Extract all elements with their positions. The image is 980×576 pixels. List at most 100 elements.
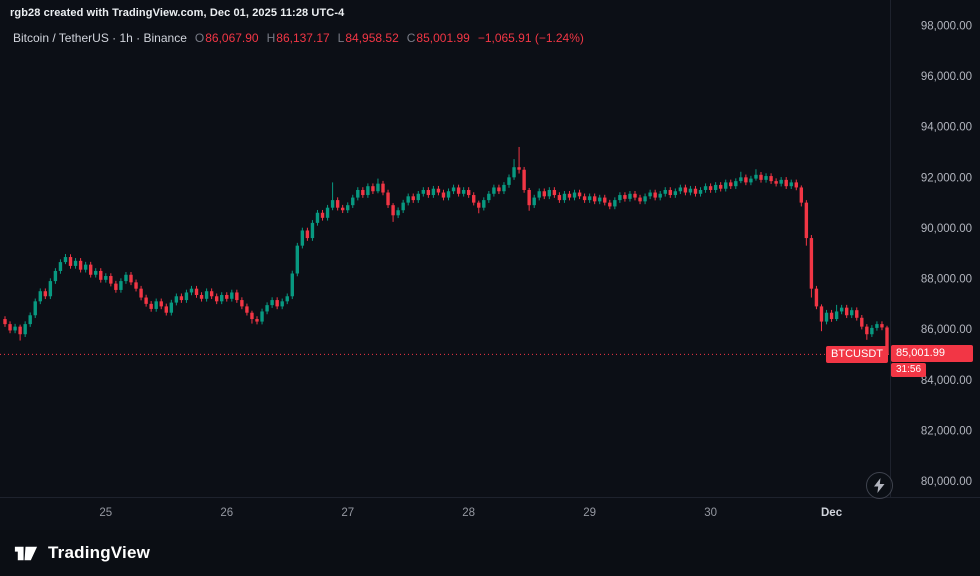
candle-body: [381, 183, 385, 193]
candle-body: [124, 274, 128, 282]
time-tick-label: 29: [583, 507, 596, 519]
candle-body: [477, 202, 481, 208]
candle-body: [305, 230, 310, 239]
candle-body: [532, 197, 536, 206]
time-tick-label: 30: [704, 507, 717, 519]
candle-body: [683, 187, 688, 193]
candle-body: [240, 300, 244, 307]
candle-body: [144, 297, 148, 304]
candle-body: [759, 174, 763, 180]
candle-body: [270, 300, 274, 306]
candle-body: [643, 196, 647, 202]
candle-body: [58, 262, 63, 271]
candle-body: [628, 193, 632, 199]
candle-body: [149, 303, 153, 309]
candle-body: [875, 324, 879, 328]
last-price-tag[interactable]: 85,001.99: [891, 345, 973, 363]
candle-body: [799, 187, 804, 203]
candle-body: [421, 189, 426, 194]
candle-body: [280, 301, 284, 307]
candle-body: [38, 291, 42, 302]
candle-body: [819, 306, 824, 322]
candle-body: [487, 193, 491, 201]
candle-body: [335, 200, 340, 208]
candle-body: [834, 311, 839, 320]
symbol-description[interactable]: Bitcoin / TetherUS · 1h · Binance: [13, 31, 187, 45]
candle-body: [844, 307, 849, 316]
candle-body: [517, 167, 521, 170]
candle-body: [194, 288, 199, 296]
instant-order-button[interactable]: [866, 472, 893, 499]
candle-body: [330, 200, 335, 208]
candle-body: [441, 192, 446, 198]
candle-body: [73, 260, 78, 266]
candle-body: [78, 260, 83, 270]
candle-body: [114, 283, 118, 290]
candle-body: [204, 291, 209, 299]
candle-body: [592, 196, 597, 202]
candle-body: [351, 197, 355, 206]
price-tick-label: 94,000.00: [921, 122, 972, 134]
price-change: −1,065.91 (−1.24%): [477, 31, 584, 45]
candle-body: [814, 288, 819, 307]
candle-body: [557, 195, 562, 201]
candle-body: [502, 184, 506, 192]
candle-body: [492, 187, 496, 194]
tradingview-brand-text[interactable]: TradingView: [48, 543, 151, 562]
candle-body: [33, 301, 37, 316]
candle-body: [315, 212, 320, 223]
ohlc-open: O 86,067.90: [194, 31, 259, 45]
candle-body: [809, 238, 814, 289]
candle-body: [214, 296, 219, 302]
candle-body: [320, 212, 325, 218]
candle-body: [734, 181, 738, 187]
candle-body: [653, 192, 657, 198]
candle-body: [678, 187, 683, 192]
candle-body: [220, 295, 224, 302]
candle-body: [718, 184, 723, 189]
snapshot-watermark: rgb28 created with TradingView.com, Dec …: [10, 7, 345, 19]
candle-body: [537, 191, 541, 198]
time-tick-label: 27: [341, 507, 354, 519]
price-tick-label: 92,000.00: [921, 172, 972, 184]
candle-body: [789, 182, 793, 187]
candle-body: [285, 296, 289, 302]
candle-body: [411, 196, 415, 201]
footer-bar: TradingView: [0, 530, 980, 576]
candle-body: [245, 306, 249, 313]
candle-body: [431, 188, 436, 196]
candle-body: [885, 327, 889, 355]
candle-body: [668, 189, 672, 196]
candle-body: [562, 193, 567, 201]
candle-body: [18, 326, 22, 335]
candle-body: [225, 295, 229, 299]
candle-body: [598, 197, 602, 202]
candle-body: [290, 273, 294, 297]
candlestick-chart[interactable]: 98,000.00 96,000.00 94,000.00 92,000.00 90,0…: [0, 0, 980, 530]
tradingview-logo-icon[interactable]: [12, 540, 39, 567]
candle-body: [865, 326, 869, 335]
price-tick-label: 82,000.00: [921, 425, 972, 437]
lightning-bolt-icon: [874, 478, 885, 493]
candle-body: [804, 202, 809, 239]
candle-body: [99, 270, 103, 280]
ohlc-low: L 84,958.52: [337, 31, 399, 45]
candle-body: [446, 191, 451, 198]
chart-legend[interactable]: Bitcoin / TetherUS · 1h · Binance O 86,06…: [13, 31, 584, 45]
candle-body: [184, 292, 189, 301]
candle-body: [582, 196, 587, 201]
symbol-price-label: BTCUSDT: [826, 346, 888, 364]
candle-body: [729, 182, 733, 187]
candle-body: [472, 195, 476, 203]
candle-body: [416, 193, 420, 201]
candle-body: [577, 192, 582, 197]
candle-body: [295, 245, 300, 274]
candle-body: [749, 178, 753, 183]
candle-body: [608, 202, 612, 207]
price-tick-label: 84,000.00: [921, 375, 972, 387]
candle-body: [739, 177, 743, 182]
candle-body: [547, 189, 552, 197]
candle-body: [663, 189, 667, 194]
price-tick-label: 88,000.00: [921, 274, 972, 286]
candle-body: [703, 186, 708, 190]
